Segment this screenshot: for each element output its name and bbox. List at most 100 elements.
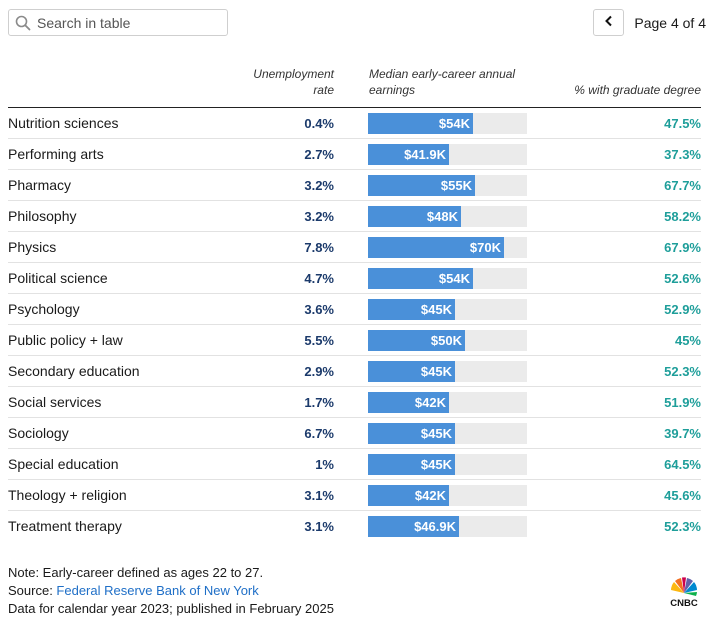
graduate-degree-pct: 37.3% xyxy=(664,147,701,162)
major-name: Secondary education xyxy=(8,363,140,379)
earnings-label: $45K xyxy=(420,457,452,472)
header-earnings-line2: earnings xyxy=(369,83,416,97)
earnings-label: $42K xyxy=(414,488,446,503)
earnings-label: $70K xyxy=(469,240,501,255)
header-graduate-degree[interactable]: % with graduate degree xyxy=(574,83,701,97)
table-row: Special education 1% $45K 64.5% xyxy=(8,449,701,480)
earnings-bar: $45K xyxy=(368,299,455,320)
unemployment-rate: 2.7% xyxy=(304,147,334,162)
table-body: Nutrition sciences 0.4% $54K 47.5% Performin… xyxy=(8,108,701,542)
previous-page-button[interactable] xyxy=(593,9,625,36)
earnings-label: $54K xyxy=(438,271,470,286)
graduate-degree-pct: 52.3% xyxy=(664,519,701,534)
unemployment-rate: 1.7% xyxy=(304,395,334,410)
earnings-label: $48K xyxy=(426,209,458,224)
earnings-label: $41.9K xyxy=(404,147,446,162)
earnings-bar-track: $45K xyxy=(368,423,527,444)
earnings-bar: $45K xyxy=(368,423,455,444)
major-name: Physics xyxy=(8,239,57,255)
earnings-bar-track: $41.9K xyxy=(368,144,527,165)
graduate-degree-pct: 47.5% xyxy=(664,116,701,131)
header-earnings[interactable]: Median early-career annual earnings xyxy=(369,66,539,98)
table-row: Treatment therapy 3.1% $46.9K 52.3% xyxy=(8,511,701,542)
earnings-label: $45K xyxy=(420,364,452,379)
earnings-bar: $42K xyxy=(368,485,449,506)
table-header: Unemployment rate Median early-career an… xyxy=(8,66,701,108)
earnings-label: $45K xyxy=(420,302,452,317)
page-indicator: Page 4 of 4 xyxy=(634,14,706,31)
earnings-bar-track: $42K xyxy=(368,485,527,506)
table-row: Secondary education 2.9% $45K 52.3% xyxy=(8,356,701,387)
major-name: Nutrition sciences xyxy=(8,115,119,131)
table-row: Performing arts 2.7% $41.9K 37.3% xyxy=(8,139,701,170)
earnings-bar: $54K xyxy=(368,268,473,289)
table-row: Psychology 3.6% $45K 52.9% xyxy=(8,294,701,325)
search-box[interactable] xyxy=(8,9,228,36)
earnings-bar: $50K xyxy=(368,330,465,351)
major-name: Theology + religion xyxy=(8,487,127,503)
earnings-bar-track: $70K xyxy=(368,237,527,258)
chevron-left-icon xyxy=(603,14,615,32)
earnings-bar: $45K xyxy=(368,454,455,475)
earnings-bar-track: $54K xyxy=(368,113,527,134)
unemployment-rate: 2.9% xyxy=(304,364,334,379)
earnings-label: $55K xyxy=(440,178,472,193)
note-text: Note: Early-career defined as ages 22 to… xyxy=(8,565,264,580)
data-table: Unemployment rate Median early-career an… xyxy=(8,66,701,542)
earnings-bar-track: $48K xyxy=(368,206,527,227)
table-row: Social services 1.7% $42K 51.9% xyxy=(8,387,701,418)
search-input[interactable] xyxy=(37,14,217,31)
table-row: Sociology 6.7% $45K 39.7% xyxy=(8,418,701,449)
earnings-bar: $55K xyxy=(368,175,475,196)
earnings-bar: $70K xyxy=(368,237,504,258)
earnings-bar-track: $55K xyxy=(368,175,527,196)
unemployment-rate: 3.6% xyxy=(304,302,334,317)
unemployment-rate: 3.2% xyxy=(304,178,334,193)
earnings-bar-track: $54K xyxy=(368,268,527,289)
major-name: Psychology xyxy=(8,301,80,317)
earnings-bar-track: $45K xyxy=(368,454,527,475)
header-unemployment-line2: rate xyxy=(313,83,334,97)
table-row: Pharmacy 3.2% $55K 67.7% xyxy=(8,170,701,201)
earnings-bar-track: $50K xyxy=(368,330,527,351)
earnings-label: $50K xyxy=(430,333,462,348)
table-row: Philosophy 3.2% $48K 58.2% xyxy=(8,201,701,232)
table-row: Public policy + law 5.5% $50K 45% xyxy=(8,325,701,356)
earnings-bar: $41.9K xyxy=(368,144,449,165)
unemployment-rate: 4.7% xyxy=(304,271,334,286)
major-name: Public policy + law xyxy=(8,332,123,348)
earnings-bar: $45K xyxy=(368,361,455,382)
graduate-degree-pct: 51.9% xyxy=(664,395,701,410)
search-icon xyxy=(9,10,37,35)
cnbc-logo: CNBC xyxy=(666,572,702,609)
data-line: Data for calendar year 2023; published i… xyxy=(8,601,334,616)
header-unemployment[interactable]: Unemployment rate xyxy=(238,66,334,98)
graduate-degree-pct: 67.9% xyxy=(664,240,701,255)
major-name: Political science xyxy=(8,270,108,286)
major-name: Philosophy xyxy=(8,208,77,224)
logo-text: CNBC xyxy=(670,598,698,608)
unemployment-rate: 1% xyxy=(315,457,334,472)
major-name: Treatment therapy xyxy=(8,518,122,534)
major-name: Sociology xyxy=(8,425,69,441)
earnings-bar: $54K xyxy=(368,113,473,134)
table-row: Physics 7.8% $70K 67.9% xyxy=(8,232,701,263)
graduate-degree-pct: 64.5% xyxy=(664,457,701,472)
earnings-bar: $48K xyxy=(368,206,461,227)
major-name: Performing arts xyxy=(8,146,104,162)
source-link[interactable]: Federal Reserve Bank of New York xyxy=(56,583,259,598)
header-earnings-line1: Median early-career annual xyxy=(369,67,516,81)
earnings-bar-track: $45K xyxy=(368,361,527,382)
nbc-peacock-icon: CNBC xyxy=(670,577,698,609)
earnings-bar: $42K xyxy=(368,392,449,413)
major-name: Special education xyxy=(8,456,119,472)
graduate-degree-pct: 45% xyxy=(674,333,701,348)
unemployment-rate: 0.4% xyxy=(304,116,334,131)
unemployment-rate: 3.2% xyxy=(304,209,334,224)
graduate-degree-pct: 45.6% xyxy=(664,488,701,503)
unemployment-rate: 3.1% xyxy=(304,519,334,534)
earnings-bar-track: $46.9K xyxy=(368,516,527,537)
major-name: Social services xyxy=(8,394,102,410)
earnings-label: $54K xyxy=(438,116,470,131)
graduate-degree-pct: 58.2% xyxy=(664,209,701,224)
